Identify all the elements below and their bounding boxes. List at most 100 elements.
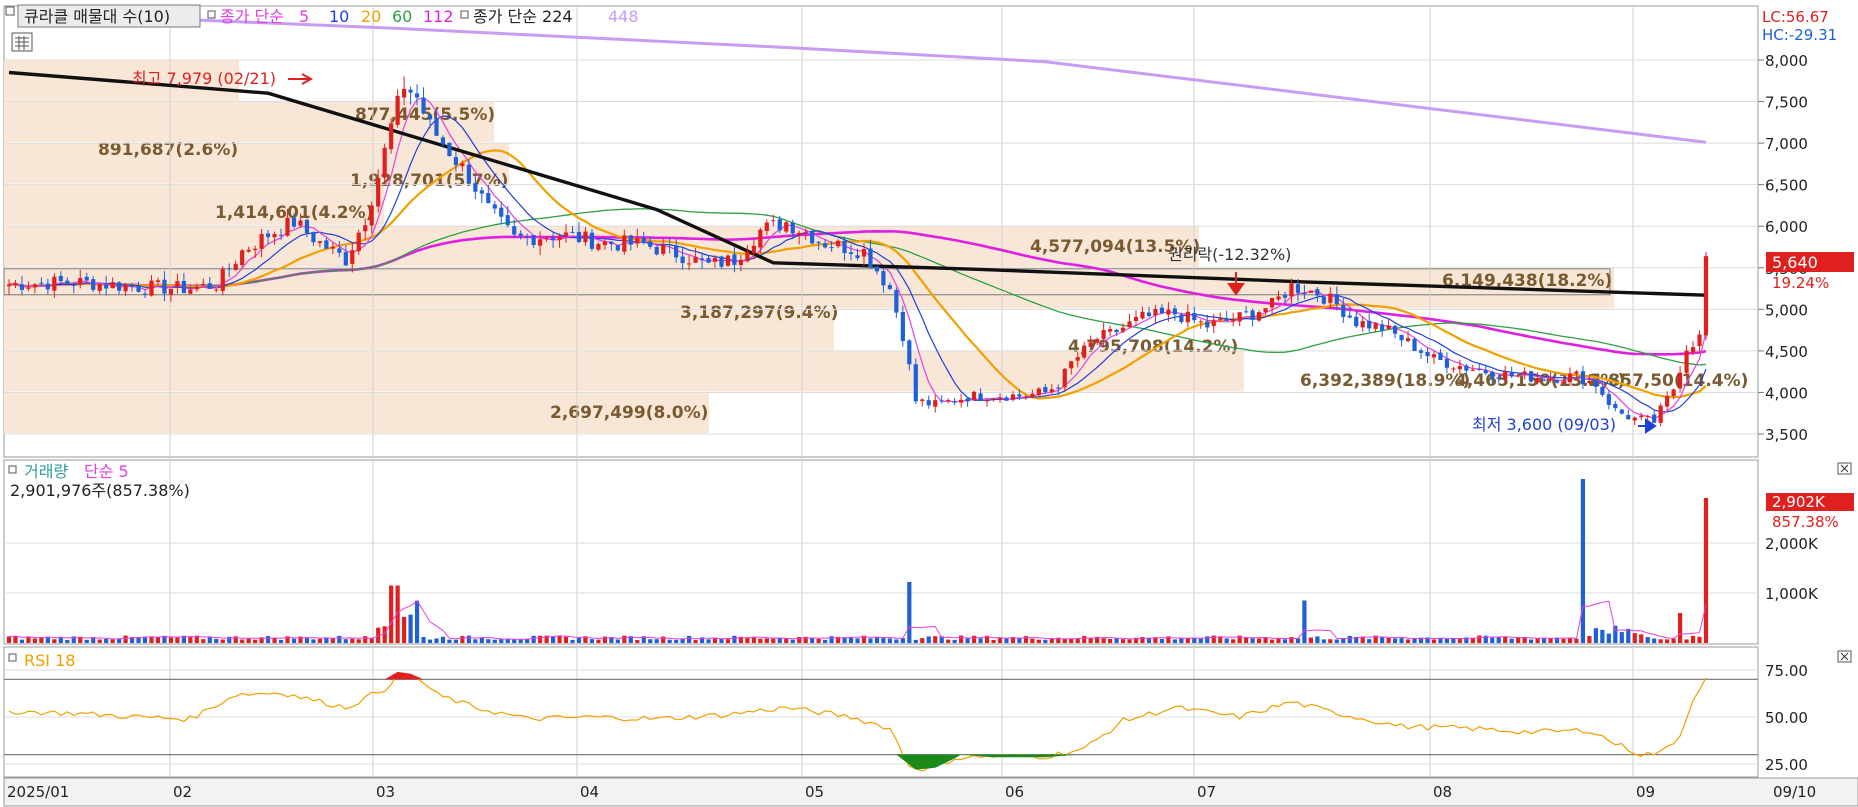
volume-bar bbox=[926, 636, 931, 643]
volume-bar bbox=[1088, 638, 1093, 643]
candle-body bbox=[1386, 325, 1391, 329]
current-price-tag bbox=[1766, 252, 1854, 272]
volume-bar bbox=[1529, 639, 1534, 643]
candle-body bbox=[576, 231, 582, 243]
volume-bar bbox=[1412, 638, 1417, 643]
high-arrow-icon bbox=[288, 73, 314, 85]
volume-bar bbox=[298, 636, 303, 643]
ma-20-line bbox=[8, 149, 1707, 400]
candle-body bbox=[1405, 338, 1411, 342]
volume-bar bbox=[1632, 633, 1637, 643]
candle-body bbox=[602, 241, 607, 246]
volume-bar bbox=[1211, 635, 1216, 643]
volume-bar bbox=[1613, 625, 1618, 643]
candle-body bbox=[959, 399, 964, 403]
volume-bar bbox=[421, 637, 426, 643]
volume-bar bbox=[1464, 637, 1469, 643]
candle-body bbox=[764, 222, 769, 231]
volume-bar bbox=[84, 639, 89, 643]
candle-body bbox=[991, 398, 996, 400]
candle-body bbox=[291, 217, 297, 227]
candle-body bbox=[1082, 345, 1087, 358]
rsi-title: RSI 18 bbox=[24, 651, 75, 670]
volume-bar bbox=[512, 639, 517, 643]
ma-112-label: 112 bbox=[423, 7, 454, 26]
candle-body bbox=[1392, 325, 1398, 334]
volume-bar bbox=[997, 638, 1003, 643]
volume-bar bbox=[900, 638, 905, 643]
candle-body bbox=[395, 95, 400, 125]
price-legend[interactable]: 큐라클 매물대 수(10) 종가 단순 5 10 20 60 112 종가 단순… bbox=[5, 4, 639, 28]
candle-body bbox=[52, 276, 57, 291]
volume-bar bbox=[881, 638, 886, 643]
volume-bar bbox=[518, 639, 523, 643]
candle-body bbox=[1276, 296, 1281, 300]
rights-annotation: 권리락(-12.32%) bbox=[1168, 245, 1291, 264]
volume-bar bbox=[1425, 637, 1430, 643]
volume-legend[interactable]: 거래량 단순 5 bbox=[8, 462, 129, 481]
candle-body bbox=[1133, 316, 1139, 322]
volume-bar bbox=[1405, 639, 1411, 643]
candle-body bbox=[777, 219, 782, 231]
volume-close-icon[interactable] bbox=[1837, 462, 1852, 475]
candle-body bbox=[1431, 354, 1437, 358]
candle-body bbox=[1211, 320, 1216, 327]
ma224-legend-label: 종가 단순 224 bbox=[473, 7, 573, 26]
ma-448-line bbox=[157, 16, 1707, 144]
candle-body bbox=[926, 400, 931, 406]
candle-body bbox=[1561, 381, 1566, 384]
candle-body bbox=[1503, 371, 1508, 380]
candle-body bbox=[596, 244, 601, 250]
rsi-legend[interactable]: RSI 18 bbox=[8, 651, 75, 670]
candle-body bbox=[1328, 293, 1333, 303]
candle-body bbox=[369, 205, 374, 226]
volume-bar bbox=[97, 639, 102, 643]
volume-tick-label: 2,000K bbox=[1765, 535, 1819, 553]
candle-body bbox=[214, 289, 219, 291]
candle-body bbox=[233, 263, 238, 271]
volume-bar bbox=[959, 635, 964, 643]
rsi-line bbox=[8, 672, 1707, 772]
candle-body bbox=[803, 232, 808, 234]
volume-bar bbox=[764, 638, 769, 643]
volume-bar bbox=[1380, 637, 1385, 643]
volume-bar bbox=[1373, 635, 1378, 643]
volume-bar bbox=[538, 635, 543, 643]
rsi-close-icon[interactable] bbox=[1837, 650, 1852, 663]
volume-bar bbox=[654, 639, 659, 643]
volume-bar bbox=[1535, 638, 1540, 643]
volume-bar bbox=[823, 639, 828, 643]
x-tick-label: 05 bbox=[805, 783, 824, 801]
table-toggle-icon[interactable] bbox=[11, 32, 33, 52]
volume-bar bbox=[1056, 637, 1061, 643]
candle-body bbox=[544, 238, 549, 240]
volume-profile-bar bbox=[4, 226, 1199, 267]
volume-bar bbox=[1658, 639, 1663, 643]
candle-body bbox=[712, 257, 718, 262]
volume-profile-bar bbox=[4, 267, 1614, 309]
volume-bar bbox=[58, 636, 63, 643]
candle-body bbox=[304, 219, 310, 233]
volume-bar bbox=[1276, 638, 1281, 643]
candle-body bbox=[550, 237, 556, 241]
volume-bar bbox=[913, 639, 918, 643]
candle-body bbox=[738, 259, 744, 265]
low-arrow-icon bbox=[1638, 418, 1657, 434]
low-annotation: 최저 3,600 (09/03) bbox=[1472, 415, 1616, 434]
volume-bar bbox=[667, 639, 672, 643]
candle-body bbox=[492, 204, 497, 209]
volume-bar bbox=[1010, 637, 1016, 643]
candle-body bbox=[1256, 312, 1262, 321]
volume-bar bbox=[78, 636, 83, 643]
price-tick-label: 6,500 bbox=[1765, 177, 1808, 195]
volume-current-tag bbox=[1766, 493, 1854, 511]
volume-bar bbox=[486, 639, 491, 643]
volume-bar bbox=[907, 582, 912, 643]
candle-body bbox=[473, 183, 478, 192]
volume-bar bbox=[589, 639, 595, 643]
volume-bar bbox=[1075, 638, 1080, 643]
candle-body bbox=[1244, 311, 1249, 313]
volume-bar bbox=[1619, 632, 1624, 643]
volume-bar bbox=[311, 639, 316, 643]
candle-body bbox=[984, 400, 990, 402]
